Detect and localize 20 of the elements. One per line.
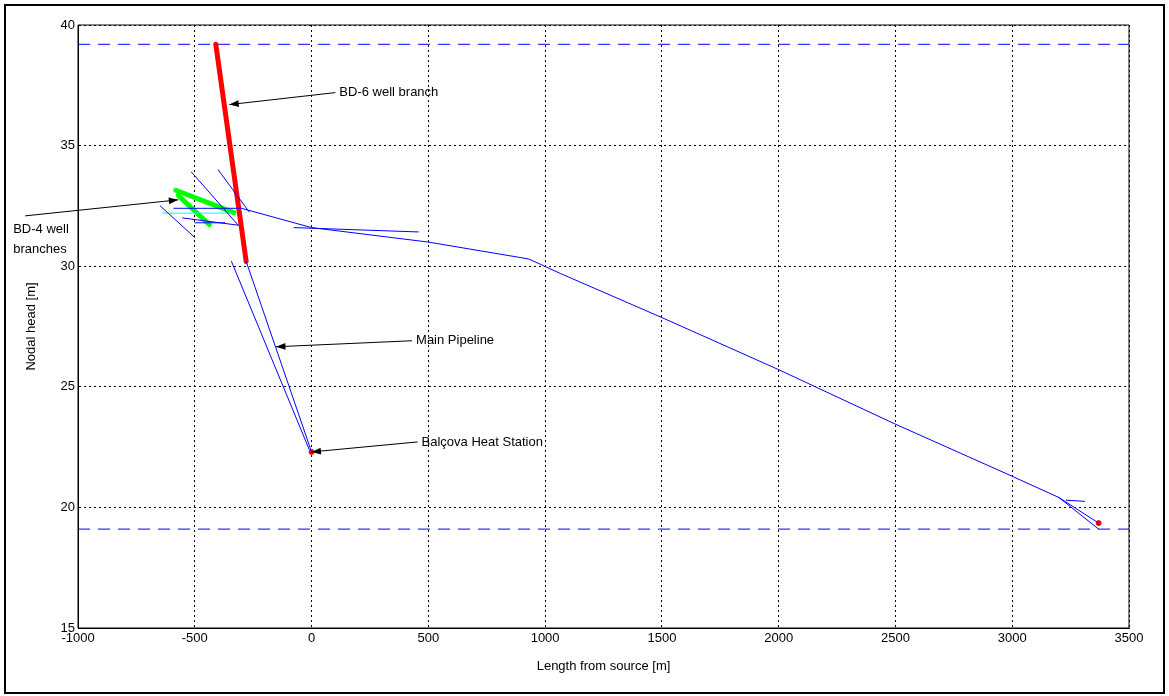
x-tick-label: -500	[181, 630, 208, 646]
y-tick-label: 25	[60, 378, 75, 394]
y-tick-label: 40	[60, 16, 75, 32]
y-tick-label: 35	[60, 137, 75, 153]
annotation: BD-4 well branches	[13, 221, 69, 257]
x-axis-title: Length from source [m]	[536, 657, 671, 673]
x-tick-label: 500	[417, 630, 440, 646]
y-axis-title: Nodal head [m]	[23, 282, 39, 371]
x-tick-label: 0	[307, 630, 316, 646]
x-tick-label: 1000	[530, 630, 560, 646]
x-tick-label: 2500	[880, 630, 910, 646]
annotation: Balçova Heat Station	[421, 433, 543, 449]
x-tick-label: 3500	[1114, 630, 1144, 646]
y-tick-label: 20	[60, 498, 75, 514]
annotation: BD-6 well branch	[339, 84, 439, 100]
annotation: Main Pipeline	[416, 332, 495, 348]
x-tick-label: 2000	[764, 630, 794, 646]
x-tick-label: 3000	[997, 630, 1027, 646]
y-tick-label: 30	[60, 257, 75, 273]
x-tick-label: 1500	[647, 630, 677, 646]
